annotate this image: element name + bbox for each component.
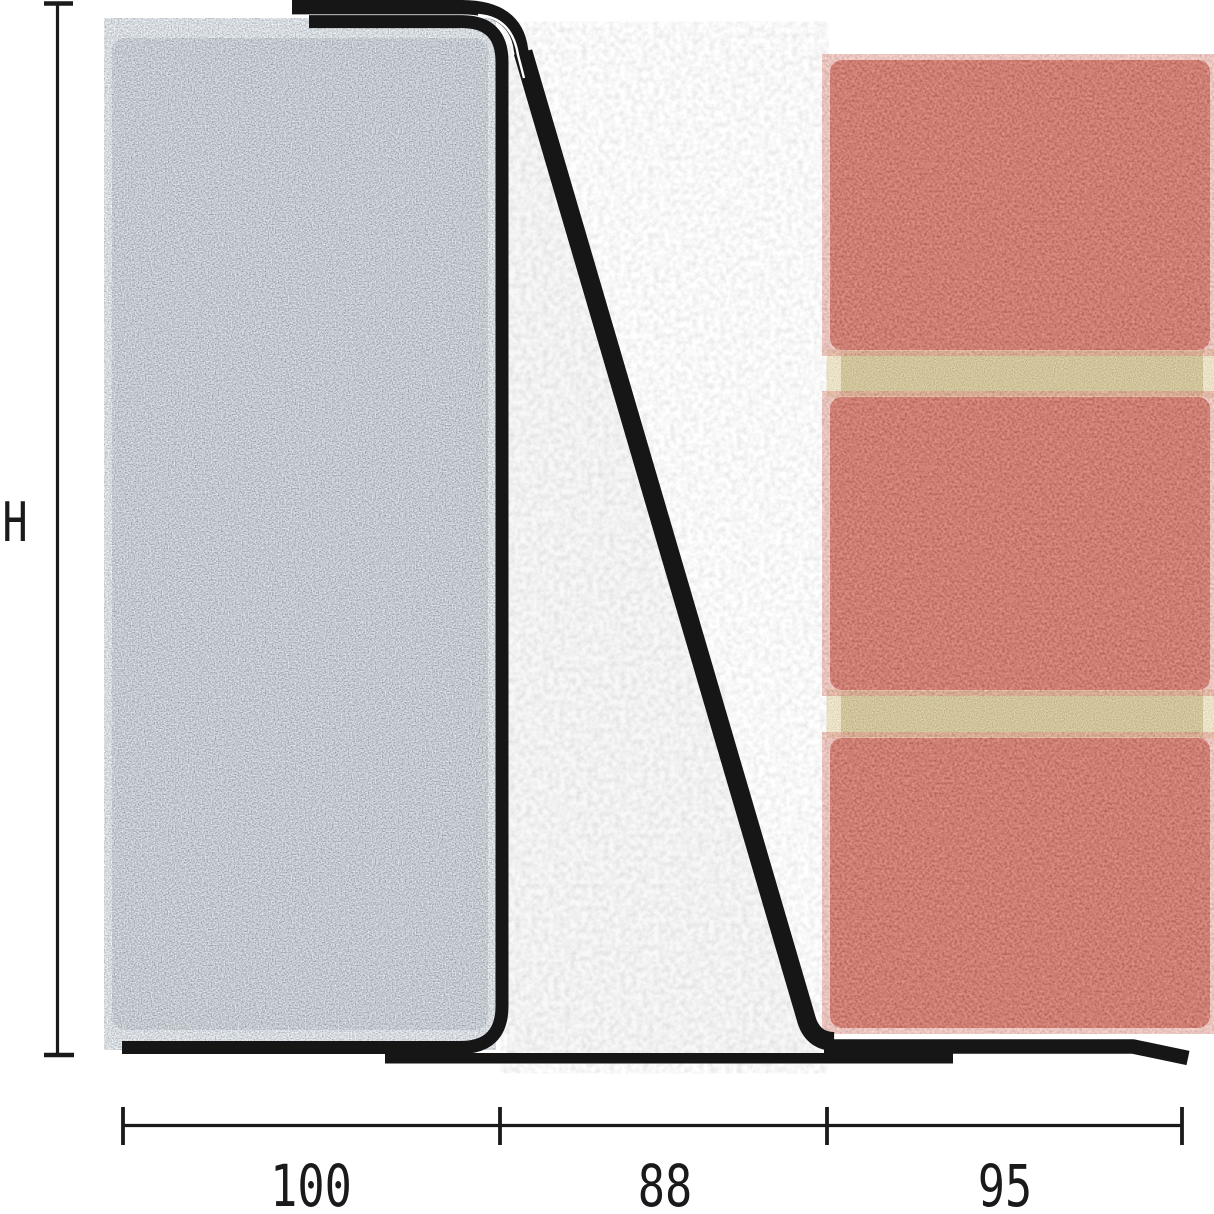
lintel-base-plate (385, 1053, 953, 1064)
brick-top (830, 60, 1210, 350)
brick-bottom (830, 738, 1210, 1028)
lintel-outer-bottom-flange (824, 1039, 1190, 1066)
insulation-foam (507, 42, 822, 1053)
brick-width-label: 95 (977, 1152, 1033, 1214)
lintel-outer-top-flange (292, 0, 535, 78)
concrete-block (112, 38, 488, 1030)
block-width-label: 100 (270, 1152, 352, 1214)
cavity-width-label: 88 (637, 1152, 693, 1214)
lintel-inner-profile (122, 15, 509, 1054)
width-dimension (121, 1107, 1184, 1145)
brick-middle (830, 397, 1210, 690)
height-dimension (44, 1, 74, 1058)
height-dimension-label: H (2, 491, 28, 554)
lintel-plate-separation (477, 13, 526, 79)
mortar-joint-top (841, 351, 1203, 396)
mortar-joint-bottom (841, 691, 1203, 737)
